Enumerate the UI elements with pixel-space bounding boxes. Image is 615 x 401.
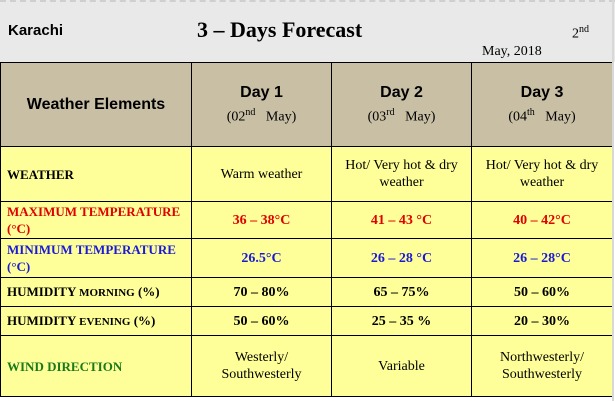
wind-day-1: Westerly/ Southwesterly: [191, 335, 332, 397]
city-name: Karachi: [8, 22, 64, 39]
min-temp-day-2: 26 – 28 °C: [331, 238, 472, 278]
day-1-name: Day 1: [240, 83, 283, 101]
max-temp-day-2: 41 – 43 °C: [331, 201, 472, 239]
table-row-min-temp: MINIMUM TEMPERATURE (°C) 26.5°C 26 – 28 …: [0, 238, 613, 278]
window-edge: [612, 0, 614, 401]
wind-label: WIND DIRECTION: [0, 335, 192, 397]
weather-elements-header: Weather Elements: [0, 62, 192, 147]
day-3-name: Day 3: [520, 83, 564, 101]
humidity-evening-day-2: 25 – 35 %: [331, 306, 472, 336]
day-2-name: Day 2: [380, 83, 423, 101]
wind-day-3: Northwesterly/ Southwesterly: [471, 335, 613, 397]
table-row-max-temp: MAXIMUM TEMPERATURE (°C) 36 – 38°C 41 – …: [0, 201, 613, 239]
min-temp-day-1: 26.5°C: [191, 238, 332, 278]
weather-label: WEATHER: [0, 146, 192, 202]
day-1-date: (02nd May): [226, 106, 297, 125]
table-row-wind: WIND DIRECTION Westerly/ Southwesterly V…: [0, 335, 613, 397]
weather-day-2: Hot/ Very hot & dry weather: [331, 146, 472, 202]
max-temp-day-1: 36 – 38°C: [191, 201, 332, 239]
issue-day: 2nd: [572, 24, 589, 43]
min-temp-label: MINIMUM TEMPERATURE (°C): [0, 238, 192, 278]
day-3-date: (04th May): [508, 106, 576, 125]
max-temp-day-3: 40 – 42°C: [471, 201, 613, 239]
humidity-morning-label: HUMIDITY MORNING (%): [0, 277, 192, 307]
day-2-date: (03rd May): [367, 106, 436, 125]
issue-month-year: May, 2018: [482, 44, 542, 59]
humidity-evening-label: HUMIDITY EVENING (%): [0, 306, 192, 336]
weather-day-1: Warm weather: [191, 146, 332, 202]
weather-day-3: Hot/ Very hot & dry weather: [471, 146, 613, 202]
wind-day-2: Variable: [331, 335, 472, 397]
min-temp-day-3: 26 – 28°C: [471, 238, 613, 278]
table-row-humidity-morning: HUMIDITY MORNING (%) 70 – 80% 65 – 75% 5…: [0, 277, 613, 307]
day-3-header: Day 3 (04th May): [471, 62, 613, 147]
page-title: 3 – Days Forecast: [197, 17, 363, 42]
forecast-table: Weather Elements Day 1 (02nd May) Day 2 …: [0, 62, 613, 397]
humidity-morning-day-1: 70 – 80%: [191, 277, 332, 307]
report-header: Karachi 3 – Days Forecast 2nd May, 2018: [0, 0, 615, 62]
humidity-morning-day-3: 50 – 60%: [471, 277, 613, 307]
day-1-header: Day 1 (02nd May): [191, 62, 332, 147]
humidity-evening-day-3: 20 – 30%: [471, 306, 613, 336]
issue-day-number: 2: [572, 26, 579, 42]
table-row-humidity-evening: HUMIDITY EVENING (%) 50 – 60% 25 – 35 % …: [0, 306, 613, 336]
table-row-weather: WEATHER Warm weather Hot/ Very hot & dry…: [0, 146, 613, 202]
humidity-evening-day-1: 50 – 60%: [191, 306, 332, 336]
max-temp-label: MAXIMUM TEMPERATURE (°C): [0, 201, 192, 239]
table-header-row: Weather Elements Day 1 (02nd May) Day 2 …: [0, 62, 613, 147]
issue-day-suffix: nd: [579, 24, 589, 35]
day-2-header: Day 2 (03rd May): [331, 62, 472, 147]
humidity-morning-day-2: 65 – 75%: [331, 277, 472, 307]
